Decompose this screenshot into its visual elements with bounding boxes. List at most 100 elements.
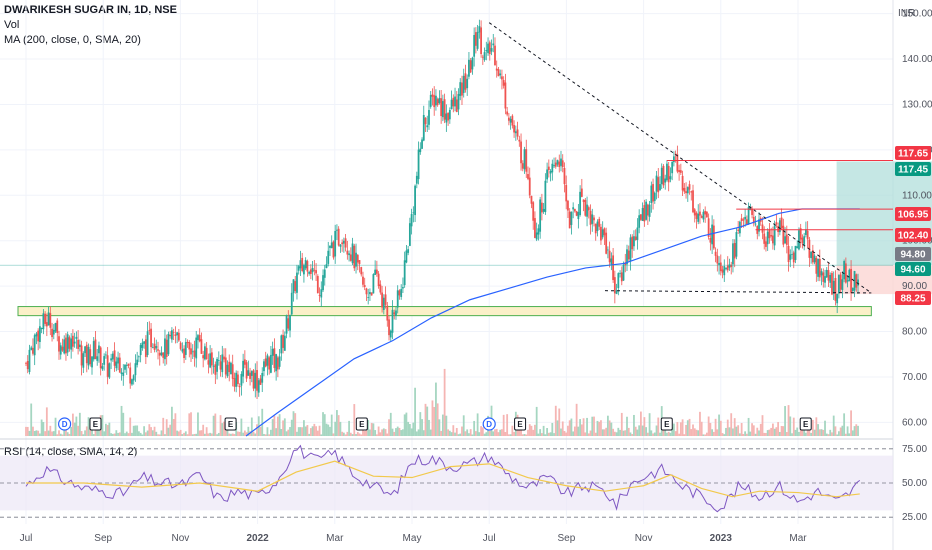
candle-body-193 [360,267,363,275]
event-label-4: D [486,420,492,429]
volume-bar-213 [395,428,397,436]
candle-body-224 [414,185,416,216]
earnings-marker-2[interactable] [224,417,237,431]
candle-body-361 [652,184,654,202]
volume-bar-186 [348,420,350,436]
candle-body-200 [372,274,375,294]
candle-body-448 [803,236,806,245]
y-tick-label-2: 80.00 [902,327,927,338]
candle-body-281 [513,125,515,133]
volume-bar-452 [810,432,813,436]
candle-body-14 [49,313,52,328]
volume-bar-270 [494,429,496,436]
volume-bar-377 [679,422,682,436]
candle-body-454 [813,255,816,263]
price-tag-1 [895,162,931,176]
volume-bar-37 [89,427,92,436]
candle-body-49 [110,358,113,361]
earnings-marker-6[interactable] [660,417,673,431]
volume-bar-198 [369,429,371,436]
volume-bar-460 [824,420,826,436]
volume-bar-141 [270,429,272,436]
volume-bar-60 [129,417,132,436]
x-tick-label-3: 2022 [246,533,269,544]
volume-bar-312 [567,425,569,436]
volume-bar-30 [77,425,80,436]
earnings-marker-5[interactable] [514,417,527,431]
volume-bar-156 [296,431,298,436]
candle-body-456 [817,258,819,277]
volume-bar-48 [108,422,111,436]
volume-bar-253 [464,431,467,436]
volume-bar-5 [33,430,36,436]
candle-body-166 [313,269,316,271]
volume-bar-89 [179,429,182,436]
volume-bar-439 [787,405,790,436]
candle-body-222 [410,214,413,227]
candle-body-292 [532,202,535,221]
candle-body-331 [600,226,602,241]
volume-bar-445 [798,431,800,436]
candle-body-187 [349,254,352,261]
volume-bar-70 [146,430,149,436]
candle-body-160 [303,265,305,275]
volume-bar-166 [313,423,316,436]
dividend-marker-4[interactable] [482,417,496,431]
candle-body-430 [772,235,774,244]
volume-bar-256 [469,429,472,436]
volume-bar-414 [744,431,747,436]
volume-bar-155 [294,413,297,436]
candle-body-207 [384,294,387,305]
volume-bar-307 [558,408,561,436]
candle-body-283 [516,129,519,137]
earnings-marker-7[interactable] [799,417,812,431]
candle-body-429 [770,235,773,237]
candle-body-117 [228,361,231,373]
candle-body-447 [801,237,804,244]
volume-bar-144 [275,428,278,436]
candle-body-406 [730,264,733,268]
event-label-7: E [803,420,809,429]
candle-body-163 [308,271,311,274]
volume-bar-229 [422,430,425,436]
candle-body-335 [606,249,609,251]
volume-bar-66 [139,432,142,436]
candle-body-255 [468,59,470,77]
candle-body-223 [412,212,415,214]
candle-body-110 [216,358,218,372]
volume-legend[interactable]: Vol [4,19,20,31]
volume-bar-92 [184,431,187,436]
volume-bar-294 [535,406,538,436]
volume-bar-304 [553,433,555,436]
earnings-marker-3[interactable] [355,417,368,431]
volume-bar-353 [638,425,641,436]
volume-bar-55 [120,405,123,436]
candle-body-393 [707,218,710,238]
candle-body-219 [405,250,408,263]
candle-body-383 [690,191,693,193]
candle-body-253 [464,73,467,90]
ma-legend[interactable]: MA (200, close, 0, SMA, 20) [4,34,141,46]
price-tag-0 [895,146,931,160]
volume-bar-478 [855,424,858,436]
dividend-marker-0[interactable] [57,417,72,431]
volume-bar-126 [243,430,246,436]
candle-body-112 [219,361,222,370]
earnings-marker-1[interactable] [89,417,102,431]
candle-body-63 [134,363,137,376]
candle-body-186 [348,253,350,256]
candle-body-56 [122,372,125,376]
candle-body-432 [775,222,778,225]
volume-bar-222 [410,428,413,436]
volume-bar-223 [412,422,415,436]
symbol-title[interactable]: DWARIKESH SUGAR IN, 1D, NSE [4,4,177,16]
volume-bar-1 [26,426,29,436]
candle-body-303 [551,163,554,173]
volume-bar-477 [853,426,856,436]
candle-body-294 [535,232,538,240]
candle-body-330 [598,218,601,227]
candle-body-228 [421,139,423,149]
volume-bar-356 [643,417,646,436]
volume-bar-409 [735,426,738,436]
